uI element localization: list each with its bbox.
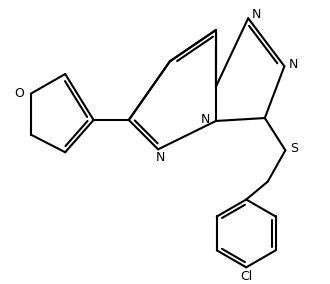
Text: N: N [156, 151, 165, 164]
Text: N: N [251, 8, 261, 21]
Text: N: N [201, 113, 210, 126]
Text: O: O [15, 87, 24, 100]
Text: Cl: Cl [240, 270, 252, 283]
Text: N: N [289, 58, 298, 71]
Text: S: S [290, 142, 298, 155]
